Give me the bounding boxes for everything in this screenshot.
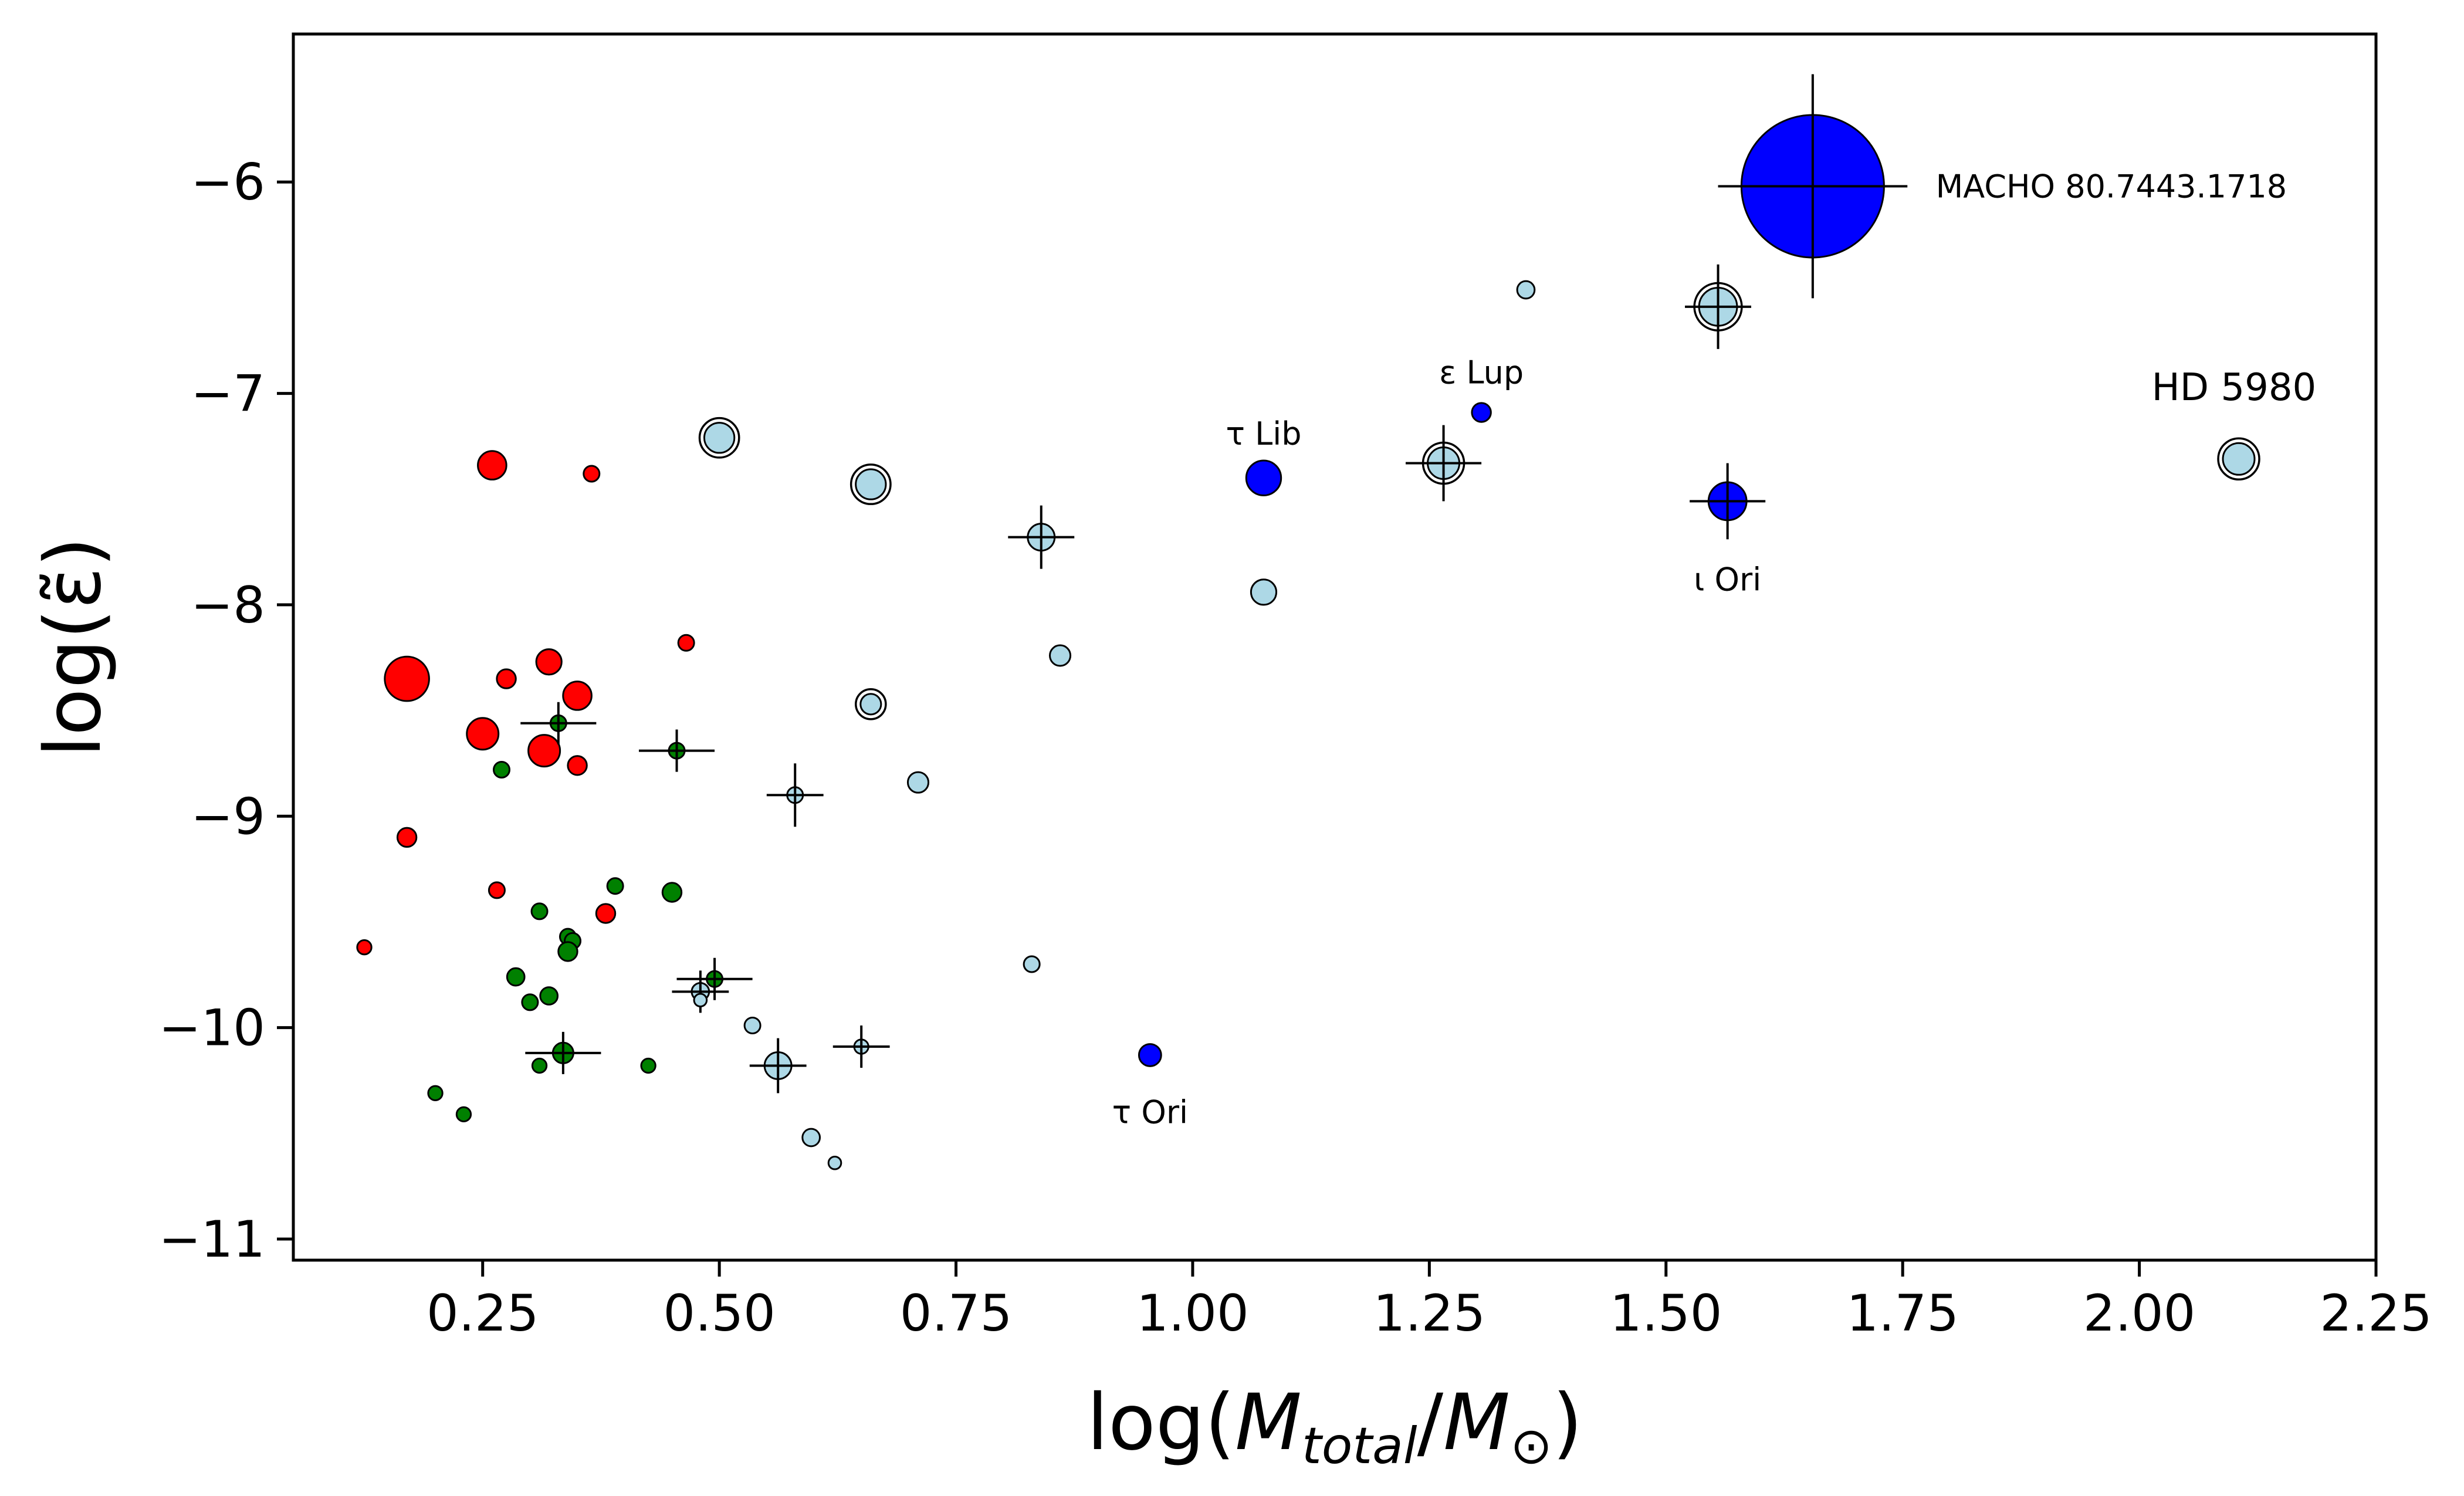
data-point <box>530 902 549 920</box>
annotation-label: HD 5980 <box>2152 366 2317 409</box>
data-point <box>488 881 506 899</box>
data-point <box>743 1017 761 1035</box>
data-point <box>693 993 708 1008</box>
data-point <box>1250 578 1278 606</box>
data-point <box>703 422 736 454</box>
series-blue <box>1138 74 1908 1067</box>
data-point <box>531 1057 548 1074</box>
x-tick-label: 1.25 <box>1373 1284 1485 1343</box>
data-point <box>801 1128 821 1148</box>
data-point <box>506 967 526 987</box>
data-point <box>677 634 695 652</box>
y-tick-label: −11 <box>159 1210 266 1269</box>
data-point <box>521 993 539 1011</box>
x-tick-label: 1.50 <box>1610 1284 1722 1343</box>
data-point <box>1245 459 1282 496</box>
annotation-label: ε Lup <box>1439 354 1524 391</box>
x-tick-label: 0.75 <box>900 1284 1012 1343</box>
data-point <box>855 468 887 500</box>
data-point <box>661 882 683 903</box>
x-tick-label: 1.00 <box>1136 1284 1248 1343</box>
data-point <box>496 668 517 689</box>
y-tick-label: −7 <box>191 365 265 424</box>
series-red <box>356 450 695 956</box>
x-axis: 0.25 0.50 0.75 1.00 1.25 1.50 1.75 2.00 2.25 <box>427 1260 2432 1343</box>
x-tick-label: 0.25 <box>427 1284 539 1343</box>
data-point <box>396 827 418 848</box>
data-point <box>384 655 430 702</box>
plot-frame <box>292 32 2378 1262</box>
data-point <box>427 1085 444 1101</box>
data-point <box>595 903 617 924</box>
data-point <box>493 761 510 779</box>
data-point <box>2222 442 2256 476</box>
data-point <box>827 1155 842 1170</box>
data-point <box>455 1106 472 1123</box>
data-point <box>356 939 373 956</box>
annotation-label: MACHO 80.7443.1718 <box>1936 168 2287 205</box>
annotation-label: τ Lib <box>1226 415 1301 452</box>
data-marks <box>356 74 2260 1170</box>
data-point <box>640 1057 656 1074</box>
series-lightblue <box>672 264 2260 1170</box>
series-green <box>427 702 753 1123</box>
x-tick-label: 2.25 <box>2320 1284 2432 1343</box>
data-point <box>477 450 507 480</box>
annotation-label: ι Ori <box>1694 561 1761 598</box>
data-point <box>527 734 561 768</box>
y-tick-label: −10 <box>159 999 266 1058</box>
annotations: MACHO 80.7443.1718 ε Lup τ Lib HD 5980 ι Ori… <box>1112 168 2317 1131</box>
data-point <box>562 681 593 711</box>
y-tick-label: −6 <box>191 153 265 212</box>
x-tick-label: 2.00 <box>2083 1284 2195 1343</box>
y-axis-title: log(ε̃) <box>28 537 119 757</box>
data-point <box>583 465 601 483</box>
data-point <box>1138 1043 1162 1067</box>
data-point <box>859 693 882 716</box>
y-axis: −11 −10 −9 −8 −7 −6 <box>159 153 293 1269</box>
data-point <box>1471 402 1492 423</box>
annotation-label: τ Ori <box>1112 1094 1188 1131</box>
y-tick-label: −8 <box>191 576 265 635</box>
data-point <box>906 771 930 794</box>
data-point <box>466 717 500 751</box>
data-point <box>1023 955 1041 973</box>
data-point <box>557 941 578 962</box>
x-tick-label: 0.50 <box>663 1284 775 1343</box>
data-point <box>567 755 588 776</box>
data-point <box>606 877 624 895</box>
data-point <box>1048 644 1072 667</box>
y-tick-label: −9 <box>191 787 265 846</box>
data-point <box>539 986 559 1006</box>
data-point <box>1516 280 1536 300</box>
x-tick-label: 1.75 <box>1846 1284 1958 1343</box>
data-point <box>535 648 563 676</box>
